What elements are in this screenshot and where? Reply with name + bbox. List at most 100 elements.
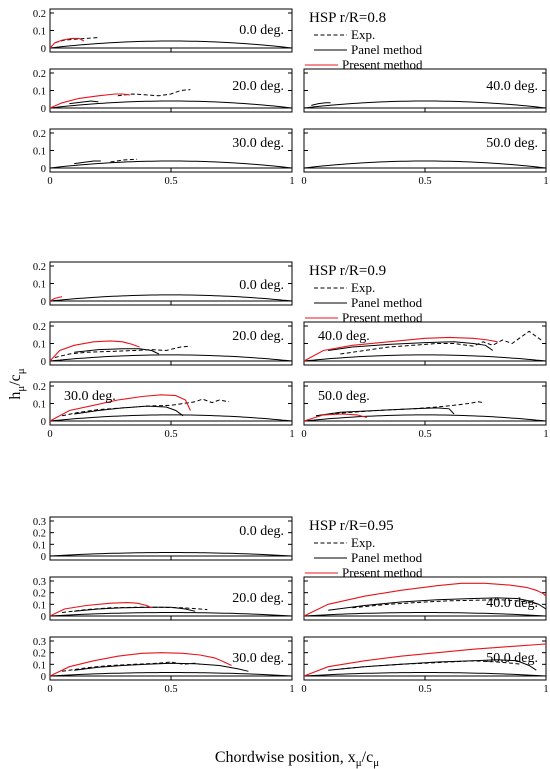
present-method-line	[49, 93, 130, 109]
panel-method-cavity	[328, 341, 494, 351]
y-tick-label: 0.2	[33, 262, 46, 273]
panel-method-line	[49, 294, 293, 302]
panel-a: 00.10.20.3 0.0 deg.	[33, 516, 293, 563]
y-tick-label: 0.3	[33, 637, 46, 648]
y-tick-label: 0	[41, 297, 46, 308]
present-method-line	[303, 582, 547, 617]
panel-method-line	[303, 354, 547, 362]
panel-b: 00.10.20.3 20.0 deg.	[33, 576, 293, 623]
panel-d: 00.10.20.330.0 deg.0 0.5 1	[33, 636, 295, 695]
legend-panel-label: Panel method	[351, 295, 423, 310]
y-tick-label: 0.2	[33, 129, 46, 140]
panel-method-cavity	[311, 102, 331, 106]
panel-label: 30.0 deg.	[232, 136, 284, 151]
x-tick-label: 0.5	[418, 684, 431, 695]
exp-line	[61, 398, 230, 417]
legend-exp-label: Exp.	[351, 27, 375, 42]
panel-method-line	[49, 40, 293, 49]
exp-line	[316, 401, 484, 417]
panel-label: 20.0 deg.	[232, 329, 284, 344]
x-tick-label: 1	[289, 176, 294, 187]
panel-a: 0 0.1 0.2 0.0 deg.	[33, 261, 293, 308]
panel-c: 40.0 deg.	[303, 576, 547, 621]
y-tick-label: 0	[41, 552, 46, 563]
panel-a: 0 0.1 0.2 0.0 deg.	[33, 8, 293, 55]
exp-line	[340, 660, 522, 670]
panel-method-cavity	[74, 662, 249, 672]
x-tick-label: 1	[289, 684, 294, 695]
present-method-line	[49, 652, 232, 677]
y-tick-label: 0.2	[33, 69, 46, 80]
legend-present-label: Present method	[342, 565, 423, 580]
y-tick-label: 0	[41, 417, 46, 428]
chart-group-2: 0 0.1 0.2 0.0 deg. 0 0.1 0.2 20.0 deg. 40.0 deg.…	[33, 261, 549, 440]
panel-label: 20.0 deg.	[232, 79, 284, 94]
chart-group-1: 0 0.1 0.2 0.0 deg. 0 0.1 0.2 20.0 deg. 40.0 deg.…	[33, 8, 549, 187]
panel-method-line	[49, 414, 293, 422]
panel-label: 0.0 deg.	[239, 278, 284, 293]
x-tick-label: 0.5	[164, 429, 177, 440]
x-tick-label: 0	[47, 684, 52, 695]
legend-present-label: Present method	[342, 57, 423, 72]
legend-exp-label: Exp.	[351, 535, 375, 550]
y-tick-label: 0.1	[33, 340, 46, 351]
legend-present-label: Present method	[342, 310, 423, 325]
panel-method-line	[49, 552, 293, 557]
y-tick-label: 0.1	[33, 600, 46, 611]
panel-label: 0.0 deg.	[239, 23, 284, 38]
panel-d: 0 0.1 0.2 30.0 deg. 0 0.5 1	[33, 128, 295, 187]
panel-b: 0 0.1 0.2 20.0 deg.	[33, 321, 293, 368]
y-tick-label: 0.3	[33, 577, 46, 588]
present-method-line	[303, 413, 368, 422]
x-tick-label: 1	[543, 176, 548, 187]
x-tick-label: 0	[47, 429, 52, 440]
group-title: HSP r/R=0.95	[309, 518, 394, 534]
y-tick-label: 0.2	[33, 649, 46, 660]
panel-c: 40.0 deg.	[303, 68, 547, 113]
y-tick-label: 0	[41, 164, 46, 175]
legend-panel-label: Panel method	[351, 42, 423, 57]
y-tick-label: 0.2	[33, 529, 46, 540]
panel-label: 50.0 deg.	[486, 136, 538, 151]
exp-line	[117, 89, 191, 97]
x-tick-label: 0.5	[164, 684, 177, 695]
panel-method-line	[303, 612, 547, 617]
panel-method-cavity	[74, 606, 196, 612]
panel-method-cavity	[69, 100, 99, 105]
y-tick-label: 0.1	[33, 27, 46, 38]
panel-method-line	[303, 414, 547, 422]
y-tick-label: 0.3	[33, 517, 46, 528]
y-tick-label: 0.2	[33, 589, 46, 600]
present-method-line	[49, 340, 140, 362]
panel-method-cavity	[328, 597, 547, 611]
x-tick-label: 0.5	[418, 176, 431, 187]
panel-label: 50.0 deg.	[318, 389, 370, 404]
panel-label: 30.0 deg.	[232, 651, 284, 666]
chart-group-3: 00.10.20.30.0 deg.00.10.20.320.0 deg. 40.…	[33, 516, 549, 695]
panel-method-line	[49, 160, 293, 169]
panel-method-line	[303, 160, 547, 169]
present-method-line	[303, 336, 498, 362]
x-tick-label: 1	[289, 429, 294, 440]
panel-method-cavity	[74, 348, 160, 355]
legend-exp-label: Exp.	[351, 280, 375, 295]
x-tick-label: 0.5	[164, 176, 177, 187]
panel-label: 40.0 deg.	[486, 79, 538, 94]
exp-line	[62, 606, 208, 613]
y-tick-label: 0.1	[33, 400, 46, 411]
group-title: HSP r/R=0.8	[309, 10, 386, 26]
present-method-line	[303, 643, 547, 677]
group-title: HSP r/R=0.9	[309, 263, 386, 279]
y-tick-label: 0.1	[33, 147, 46, 158]
panel-e: 50.0 deg. 0 0.5 1	[301, 381, 549, 440]
x-tick-label: 0	[301, 429, 306, 440]
x-tick-label: 0	[301, 176, 306, 187]
y-tick-label: 0	[41, 672, 46, 683]
present-method-line	[49, 296, 63, 302]
y-tick-label: 0.1	[33, 280, 46, 291]
x-tick-label: 1	[543, 684, 548, 695]
y-tick-label: 0	[41, 44, 46, 55]
y-axis-label: hμ/cμ	[7, 368, 27, 399]
present-method-line	[49, 394, 191, 422]
